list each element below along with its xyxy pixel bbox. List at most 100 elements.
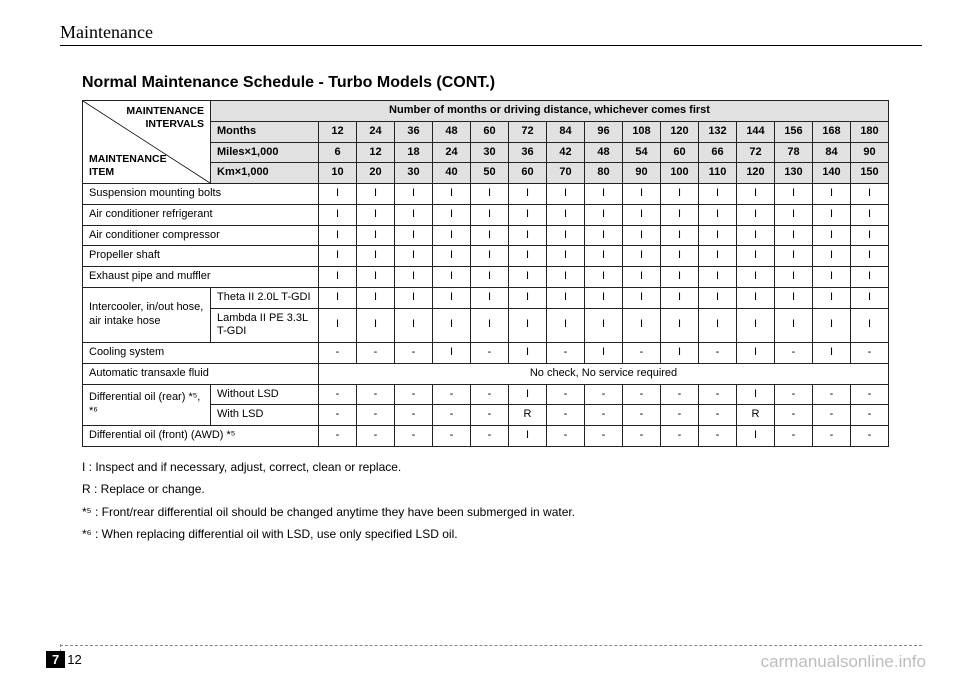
cell: I — [699, 204, 737, 225]
cell: - — [319, 384, 357, 405]
cell: I — [433, 308, 471, 343]
cell: - — [623, 384, 661, 405]
note-line: I : Inspect and if necessary, adjust, co… — [82, 457, 922, 477]
unit-label: Miles×1,000 — [211, 142, 319, 163]
cell: - — [357, 426, 395, 447]
cell: I — [357, 204, 395, 225]
cell: I — [433, 204, 471, 225]
cell: I — [509, 343, 547, 364]
interval-header: 20 — [357, 163, 395, 184]
cell: I — [319, 246, 357, 267]
cell: I — [737, 267, 775, 288]
cell: I — [433, 343, 471, 364]
cell: I — [775, 287, 813, 308]
cell: I — [813, 287, 851, 308]
cell: I — [585, 204, 623, 225]
interval-header: 144 — [737, 121, 775, 142]
cell: I — [699, 287, 737, 308]
cell: - — [851, 405, 889, 426]
cell: I — [775, 204, 813, 225]
cell: I — [623, 184, 661, 205]
interval-header: 24 — [357, 121, 395, 142]
cell: I — [509, 287, 547, 308]
cell: - — [851, 426, 889, 447]
interval-header: 40 — [433, 163, 471, 184]
cell: I — [471, 204, 509, 225]
header-banner: Number of months or driving distance, wh… — [211, 101, 889, 122]
interval-header: 66 — [699, 142, 737, 163]
footer-dashed-line — [60, 645, 922, 646]
interval-header: 90 — [851, 142, 889, 163]
cell: - — [661, 405, 699, 426]
cell: I — [661, 204, 699, 225]
interval-header: 110 — [699, 163, 737, 184]
cell: I — [395, 225, 433, 246]
row-label: Automatic transaxle fluid — [83, 363, 319, 384]
cell: - — [775, 426, 813, 447]
cell: - — [471, 426, 509, 447]
cell: - — [357, 405, 395, 426]
cell: I — [509, 184, 547, 205]
interval-header: 120 — [737, 163, 775, 184]
interval-header: 60 — [471, 121, 509, 142]
cell: - — [813, 426, 851, 447]
cell: - — [775, 343, 813, 364]
cell: I — [737, 225, 775, 246]
cell: I — [737, 246, 775, 267]
cell: - — [813, 405, 851, 426]
interval-header: 36 — [395, 121, 433, 142]
cell: I — [395, 184, 433, 205]
row-label: Cooling system — [83, 343, 319, 364]
row-label: Air conditioner compressor — [83, 225, 319, 246]
cell: I — [623, 267, 661, 288]
unit-label: Months — [211, 121, 319, 142]
cell: I — [471, 308, 509, 343]
cell: I — [547, 287, 585, 308]
cell: I — [737, 287, 775, 308]
cell: I — [851, 267, 889, 288]
cell: I — [737, 384, 775, 405]
cell: - — [547, 426, 585, 447]
cell: - — [471, 405, 509, 426]
cell: I — [699, 225, 737, 246]
cell: - — [471, 343, 509, 364]
interval-header: 60 — [509, 163, 547, 184]
cell: I — [319, 267, 357, 288]
cell: I — [433, 267, 471, 288]
cell: I — [395, 267, 433, 288]
cell: - — [433, 426, 471, 447]
cell: I — [471, 184, 509, 205]
interval-header: 50 — [471, 163, 509, 184]
cell: I — [319, 204, 357, 225]
cell: - — [699, 343, 737, 364]
cell: - — [699, 426, 737, 447]
cell: I — [661, 246, 699, 267]
interval-header: 42 — [547, 142, 585, 163]
cell: R — [509, 405, 547, 426]
interval-header: 84 — [813, 142, 851, 163]
interval-header: 140 — [813, 163, 851, 184]
cell: I — [699, 308, 737, 343]
cell: I — [851, 287, 889, 308]
interval-header: 12 — [357, 142, 395, 163]
cell: - — [357, 343, 395, 364]
cell: - — [699, 405, 737, 426]
interval-header: 132 — [699, 121, 737, 142]
row-sublabel: With LSD — [211, 405, 319, 426]
interval-header: 24 — [433, 142, 471, 163]
interval-header: 72 — [509, 121, 547, 142]
row-label: Differential oil (rear) *⁵, *⁶ — [83, 384, 211, 426]
cell: - — [395, 426, 433, 447]
cell: - — [851, 384, 889, 405]
cell: - — [395, 405, 433, 426]
cell: I — [547, 267, 585, 288]
cell: I — [623, 287, 661, 308]
cell: I — [813, 246, 851, 267]
cell: I — [471, 267, 509, 288]
cell: I — [509, 225, 547, 246]
cell: - — [775, 405, 813, 426]
cell: I — [547, 308, 585, 343]
cell: I — [699, 267, 737, 288]
interval-header: 36 — [509, 142, 547, 163]
cell: - — [319, 426, 357, 447]
